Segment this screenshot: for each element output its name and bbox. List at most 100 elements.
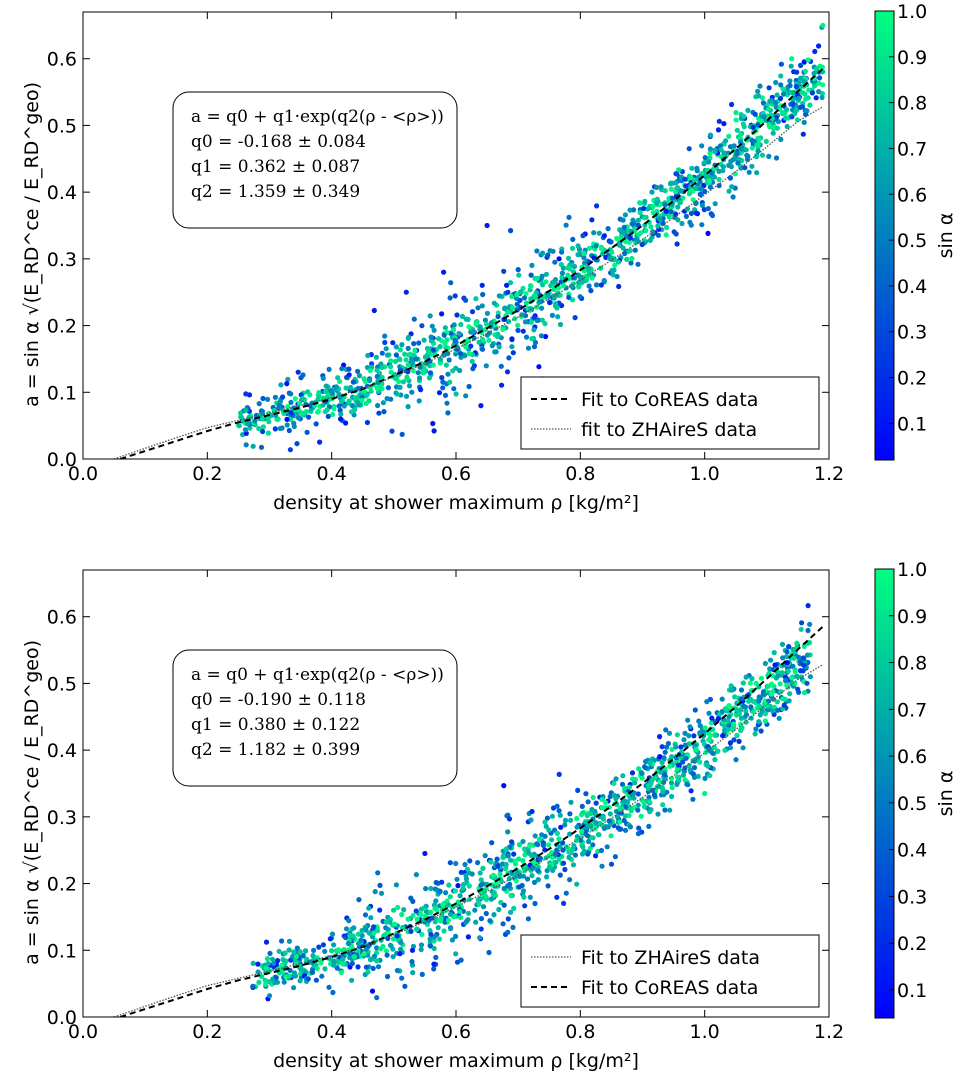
scatter-point <box>755 148 761 154</box>
scatter-point <box>590 794 596 801</box>
scatter-point <box>691 733 697 739</box>
scatter-point <box>668 780 675 786</box>
scatter-point <box>349 977 355 983</box>
scatter-point <box>343 420 349 426</box>
scatter-point <box>738 727 744 734</box>
y-tick-label: 0.0 <box>47 1007 77 1029</box>
scatter-point <box>460 885 466 892</box>
scatter-point <box>559 270 566 276</box>
scatter-point <box>486 949 492 956</box>
scatter-point <box>674 781 680 788</box>
scatter-point <box>269 956 276 962</box>
scatter-point <box>337 378 343 385</box>
y-tick-label: 0.4 <box>47 740 77 762</box>
scatter-point <box>515 327 521 333</box>
scatter-point <box>465 934 471 940</box>
colorbar-tick-label: 1.0 <box>897 559 927 581</box>
scatter-point <box>661 779 667 786</box>
scatter-point <box>525 345 532 351</box>
scatter-point <box>399 431 405 437</box>
scatter-point <box>504 282 510 288</box>
scatter-point <box>674 185 681 191</box>
scatter-point <box>475 897 481 903</box>
scatter-point <box>701 160 707 166</box>
scatter-point <box>622 813 628 819</box>
scatter-point <box>742 704 749 710</box>
scatter-point <box>383 948 389 954</box>
scatter-point <box>236 423 242 429</box>
scatter-point <box>406 352 412 358</box>
scatter-point <box>790 89 796 96</box>
scatter-point <box>707 773 713 779</box>
x-tick-label: 0.2 <box>192 1021 222 1043</box>
scatter-point <box>677 199 683 206</box>
scatter-point <box>437 888 443 894</box>
scatter-point <box>563 890 569 896</box>
colorbar-label: sin α <box>935 213 957 259</box>
scatter-point <box>631 795 637 801</box>
scatter-point <box>727 740 734 746</box>
scatter-point <box>520 838 526 845</box>
scatter-point <box>636 766 642 772</box>
scatter-point <box>519 312 525 318</box>
scatter-point <box>556 836 562 842</box>
scatter-point <box>465 910 472 916</box>
scatter-point <box>667 807 673 813</box>
scatter-point <box>650 203 656 209</box>
scatter-point <box>351 925 357 931</box>
scatter-point <box>572 315 578 321</box>
scatter-point <box>784 649 790 655</box>
scatter-point <box>350 933 356 939</box>
scatter-point <box>669 793 675 800</box>
scatter-point <box>468 343 474 349</box>
scatter-point <box>390 936 397 942</box>
scatter-point <box>720 164 727 170</box>
scatter-point <box>536 364 542 370</box>
scatter-point <box>410 359 416 365</box>
scatter-point <box>547 299 553 306</box>
scatter-point <box>284 416 290 422</box>
scatter-point <box>362 912 369 918</box>
y-axis-label: a = sin α √(E_RD^ce / E_RD^geo) <box>21 640 43 965</box>
scatter-point <box>812 83 818 89</box>
scatter-point <box>517 289 524 295</box>
scatter-point <box>377 907 383 913</box>
scatter-point <box>458 914 464 921</box>
scatter-point <box>520 328 526 334</box>
scatter-point <box>426 349 432 355</box>
scatter-point <box>783 677 789 684</box>
scatter-point <box>497 871 503 877</box>
scatter-point <box>405 362 411 368</box>
scatter-point <box>621 224 627 230</box>
scatter-point <box>793 84 800 90</box>
scatter-point <box>809 90 816 96</box>
scatter-point <box>543 279 549 285</box>
scatter-point <box>341 403 347 409</box>
scatter-point <box>462 861 468 868</box>
scatter-point <box>786 644 792 650</box>
colorbar <box>874 10 895 461</box>
scatter-point <box>574 824 580 830</box>
scatter-point <box>719 696 725 702</box>
scatter-point <box>291 970 297 976</box>
scatter-point <box>729 101 735 108</box>
scatter-point <box>599 805 605 811</box>
scatter-point <box>406 334 412 340</box>
scatter-point <box>692 707 698 713</box>
scatter-point <box>716 118 722 124</box>
scatter-point <box>458 869 464 876</box>
scatter-point <box>429 323 435 329</box>
scatter-point <box>506 355 512 361</box>
colorbar-tick-label: 0.3 <box>897 886 927 908</box>
scatter-point <box>601 825 608 832</box>
scatter-point <box>673 211 679 217</box>
scatter-point <box>794 69 800 75</box>
scatter-point <box>591 230 597 236</box>
scatter-point <box>410 368 416 374</box>
scatter-point <box>298 971 304 977</box>
scatter-point <box>340 961 346 967</box>
scatter-point <box>549 813 556 819</box>
scatter-point <box>650 210 656 216</box>
scatter-point <box>683 213 690 219</box>
scatter-point <box>593 800 599 806</box>
